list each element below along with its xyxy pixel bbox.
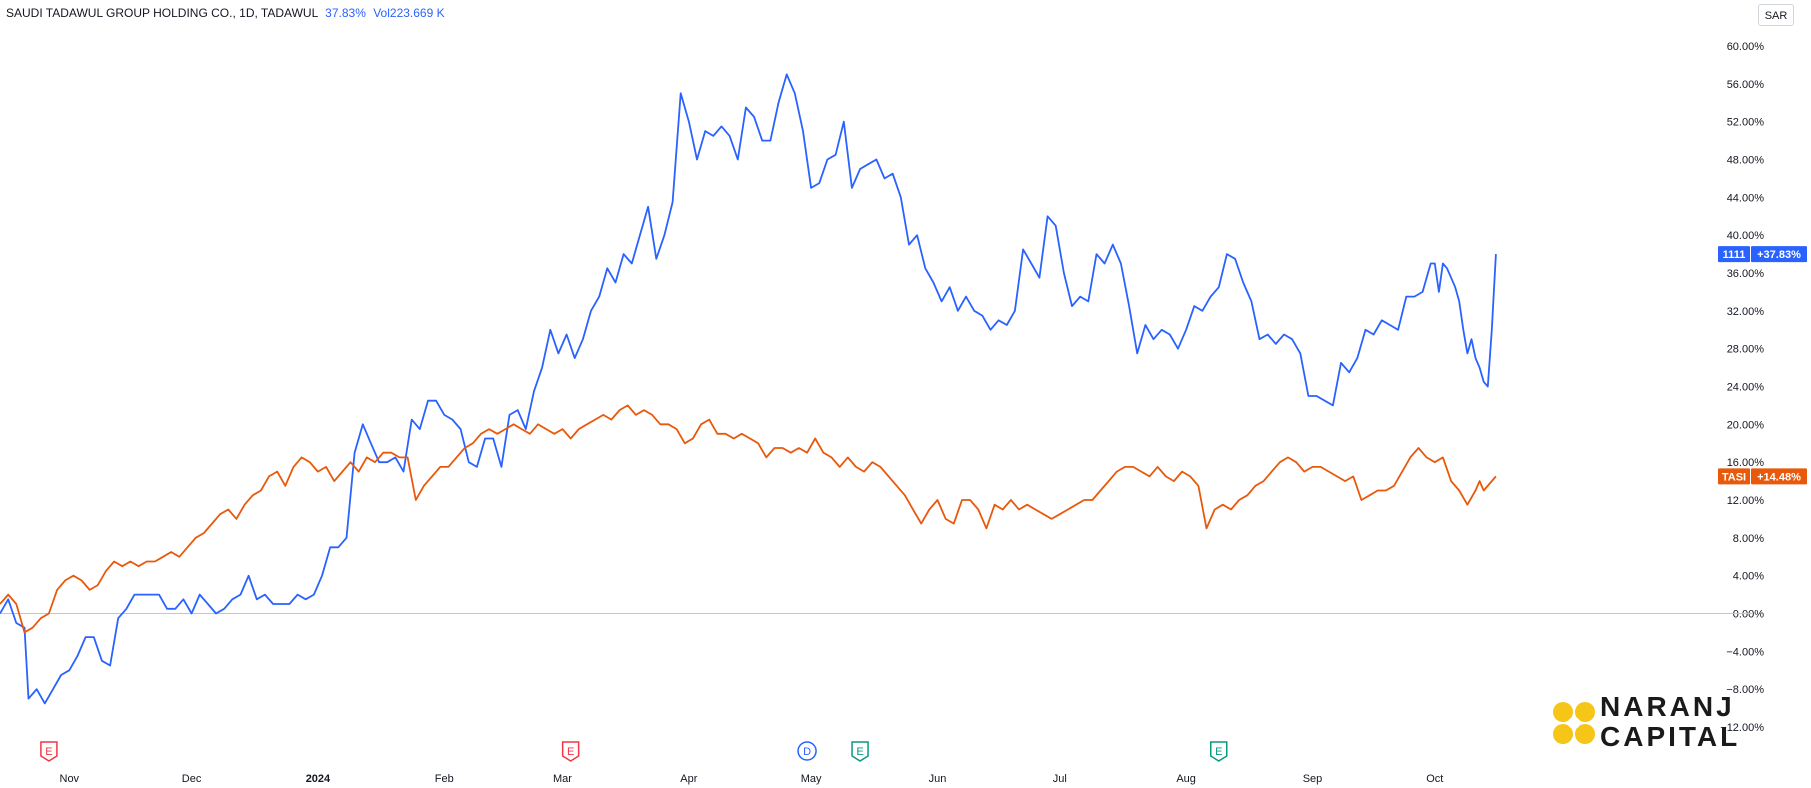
y-tick-label: −8.00%: [1726, 684, 1764, 696]
event-marker-letter: D: [803, 746, 811, 758]
series-line-1111[interactable]: [0, 73, 1497, 705]
symbol-header: SAUDI TADAWUL GROUP HOLDING CO., 1D, TAD…: [6, 6, 445, 20]
y-tick-label: 56.00%: [1727, 79, 1765, 91]
series-value-text: +14.48%: [1757, 471, 1801, 483]
event-marker-shape: [40, 741, 58, 762]
earnings-event-icon[interactable]: E: [851, 741, 869, 762]
y-tick-label: 44.00%: [1727, 192, 1765, 204]
y-tick-label: 16.00%: [1727, 457, 1765, 469]
logo-line1: NARANJ: [1600, 691, 1735, 722]
y-tick-label: 48.00%: [1727, 155, 1765, 167]
event-marker-shape: [797, 741, 817, 761]
x-tick-label: Mar: [553, 773, 572, 785]
x-tick-label: May: [801, 773, 822, 785]
series-value-tag: [1751, 468, 1807, 485]
series-name-tag: [1718, 246, 1750, 263]
y-tick-label: 0.00%: [1733, 609, 1764, 621]
volume-label: Vol: [373, 6, 390, 20]
change-percent: 37.83%: [325, 6, 366, 20]
volume-value: 223.669 K: [389, 6, 445, 20]
earnings-event-icon[interactable]: E: [561, 741, 580, 762]
y-tick-label: 20.00%: [1727, 419, 1765, 431]
earnings-event-icon[interactable]: E: [1210, 741, 1228, 762]
x-tick-label: Jul: [1053, 773, 1067, 785]
x-tick-label: Sep: [1303, 773, 1323, 785]
series-value-text: +37.83%: [1757, 249, 1801, 261]
y-tick-label: 32.00%: [1727, 306, 1765, 318]
x-tick-label: 2024: [306, 773, 331, 785]
currency-button[interactable]: SAR: [1758, 4, 1794, 26]
x-tick-label: Jun: [929, 773, 947, 785]
dividend-event-icon[interactable]: D: [797, 741, 817, 761]
x-tick-label: Aug: [1176, 773, 1196, 785]
price-scale[interactable]: 60.00% 56.00% 52.00% 48.00% 44.00% 40.00% 36.0…: [1720, 41, 1764, 734]
event-marker-letter: E: [45, 746, 52, 758]
last-value-label-tasi: TASI +14.48%: [1718, 468, 1807, 485]
x-tick-label: Apr: [680, 773, 697, 785]
x-tick-label: Feb: [435, 773, 454, 785]
y-tick-label: 4.00%: [1733, 571, 1764, 583]
event-marker-letter: E: [856, 746, 863, 758]
earnings-event-icon[interactable]: E: [40, 741, 58, 762]
y-tick-label: 60.00%: [1727, 41, 1765, 53]
x-tick-label: Nov: [60, 773, 80, 785]
naranj-capital-logo: NARANJ CAPITAL: [1552, 693, 1738, 753]
naranj-logo-mark-icon: [1553, 702, 1595, 744]
series-name-tag: [1718, 468, 1750, 485]
y-tick-label: 12.00%: [1727, 495, 1765, 507]
last-value-label-1111: 1111 +37.83%: [1718, 246, 1807, 263]
y-tick-label: −4.00%: [1726, 646, 1764, 658]
time-scale[interactable]: Nov Dec 2024 Feb Mar Apr May Jun Jul Aug Sep Oct: [60, 773, 1444, 785]
logo-line2: CAPITAL: [1600, 721, 1741, 752]
series-name-text: 1111: [1723, 249, 1746, 261]
y-tick-label: 40.00%: [1727, 230, 1765, 242]
series-value-tag: [1751, 246, 1807, 263]
event-marker-shape: [851, 741, 869, 762]
y-tick-label: 36.00%: [1727, 268, 1765, 280]
event-marker-letter: E: [567, 746, 574, 758]
series-name-text: TASI: [1722, 471, 1746, 483]
y-tick-label: 24.00%: [1727, 382, 1765, 394]
series-line-tasi[interactable]: [0, 404, 1497, 634]
y-tick-label: 52.00%: [1727, 117, 1765, 129]
symbol-description[interactable]: SAUDI TADAWUL GROUP HOLDING CO., 1D, TAD…: [6, 6, 318, 20]
y-tick-label: 28.00%: [1727, 344, 1765, 356]
event-marker-letter: E: [1215, 746, 1222, 758]
event-marker-shape: [561, 741, 580, 762]
x-tick-label: Oct: [1426, 773, 1443, 785]
y-tick-label: 8.00%: [1733, 533, 1764, 545]
event-marker-shape: [1210, 741, 1228, 762]
y-tick-label: −12.00%: [1720, 722, 1764, 734]
x-tick-label: Dec: [182, 773, 202, 785]
